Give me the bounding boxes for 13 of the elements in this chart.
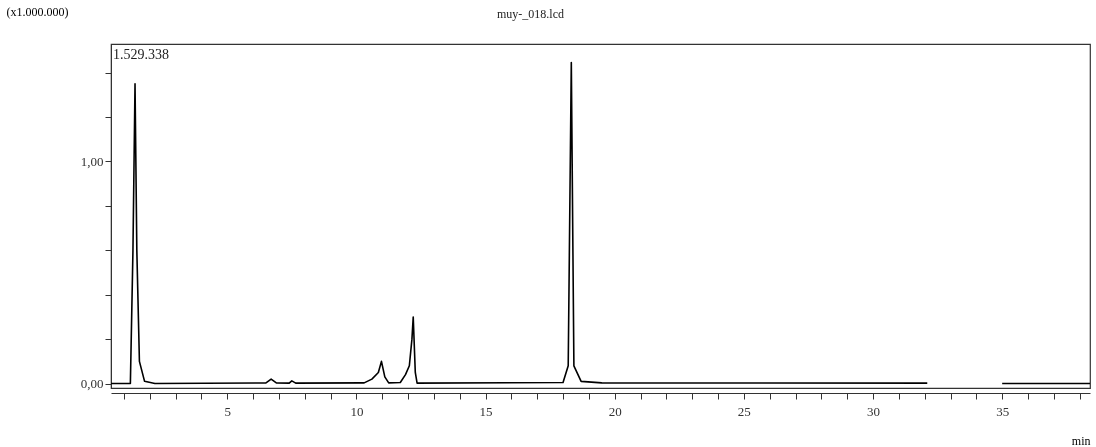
chart-title: muy-_018.lcd (497, 7, 564, 21)
y-tick-label: 0,00 (80, 376, 104, 392)
y-axis-title: (x1.000.000) (6, 4, 69, 19)
x-tick-label: 20 (608, 403, 622, 419)
x-tick-label: 15 (479, 403, 493, 419)
annotation: 1.529.338 (113, 47, 169, 62)
x-tick-label: 5 (224, 403, 231, 419)
x-tick-label: 35 (996, 403, 1010, 419)
x-tick-label: 30 (867, 403, 881, 419)
x-tick-label: 10 (350, 403, 364, 419)
x-axis-title: min (1071, 433, 1091, 447)
y-tick-label: 1,00 (80, 153, 104, 169)
x-tick-label: 25 (737, 403, 751, 419)
